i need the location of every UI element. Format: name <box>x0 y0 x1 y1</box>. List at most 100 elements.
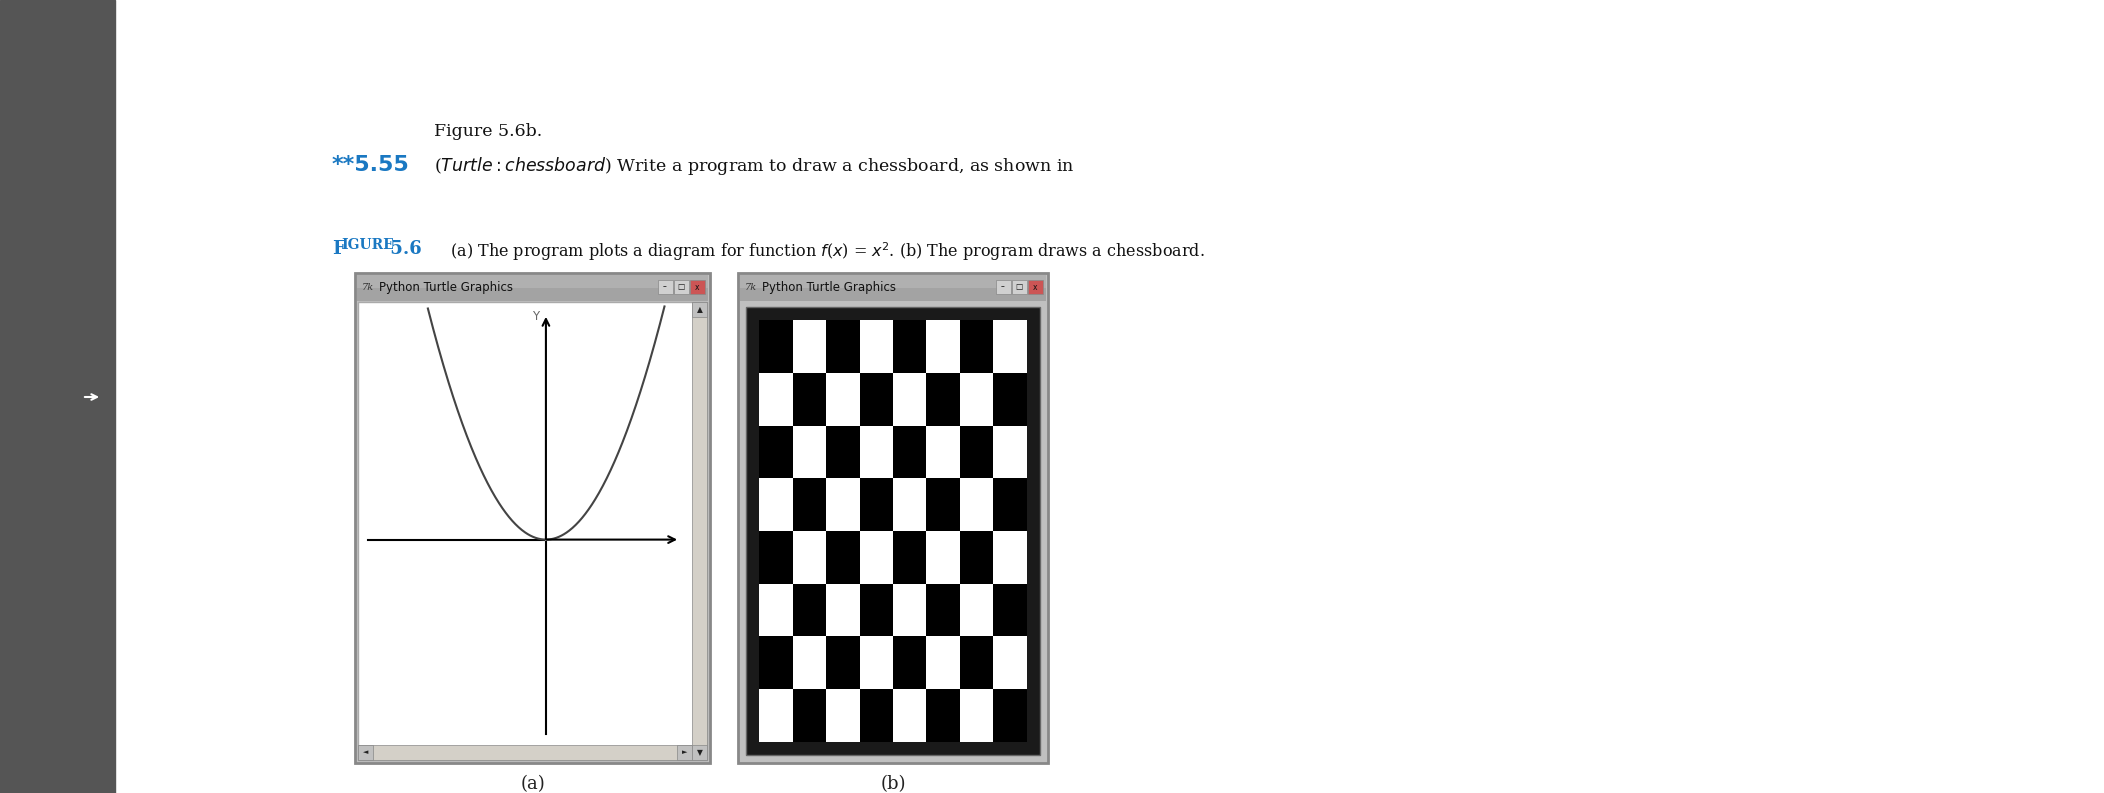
Bar <box>926 426 959 478</box>
Bar <box>827 373 861 426</box>
Bar <box>827 636 861 689</box>
Bar <box>993 320 1027 373</box>
Bar <box>356 273 709 763</box>
Bar <box>760 320 793 373</box>
Bar <box>1012 280 1027 294</box>
Text: □: □ <box>677 282 684 292</box>
Bar <box>861 689 892 741</box>
Bar <box>760 636 793 689</box>
Text: IGURE: IGURE <box>341 238 393 252</box>
Bar <box>995 280 1012 294</box>
Bar <box>959 689 993 741</box>
Bar <box>993 584 1027 636</box>
Bar <box>959 373 993 426</box>
Bar <box>793 689 827 741</box>
Bar <box>892 636 926 689</box>
Bar <box>959 584 993 636</box>
Bar <box>926 320 959 373</box>
Text: x: x <box>1033 282 1037 292</box>
Bar <box>959 531 993 584</box>
Bar <box>741 288 1046 301</box>
Bar <box>892 426 926 478</box>
Text: –: – <box>1002 282 1006 292</box>
Bar <box>358 745 692 760</box>
Bar <box>892 584 926 636</box>
Bar <box>358 275 709 301</box>
Bar <box>993 531 1027 584</box>
Text: ($\it{Turtle: chessboard}$) Write a program to draw a chessboard, as shown in: ($\it{Turtle: chessboard}$) Write a prog… <box>433 155 1075 177</box>
Text: ►: ► <box>682 749 688 756</box>
Bar <box>747 307 1039 755</box>
Bar <box>692 745 707 760</box>
Bar <box>1029 280 1044 294</box>
Bar <box>827 478 861 531</box>
Bar <box>861 373 892 426</box>
Text: Python Turtle Graphics: Python Turtle Graphics <box>379 281 513 293</box>
Bar <box>760 373 793 426</box>
Bar <box>926 373 959 426</box>
Text: Python Turtle Graphics: Python Turtle Graphics <box>762 281 896 293</box>
Bar <box>861 320 892 373</box>
Bar <box>827 320 861 373</box>
Bar <box>926 636 959 689</box>
Bar <box>993 689 1027 741</box>
Bar <box>827 531 861 584</box>
Text: Y: Y <box>532 310 539 323</box>
Bar <box>926 584 959 636</box>
Bar <box>760 531 793 584</box>
Bar <box>358 745 372 760</box>
Bar <box>959 636 993 689</box>
Text: ▼: ▼ <box>696 748 703 757</box>
Bar <box>0 0 116 793</box>
Text: □: □ <box>1016 282 1023 292</box>
Text: (a) The program plots a diagram for function $\it{f}$($\it{x}$) = $\it{x}$$^{2}$: (a) The program plots a diagram for func… <box>429 240 1206 262</box>
Text: (a): (a) <box>520 775 545 793</box>
Bar <box>861 531 892 584</box>
Bar <box>760 689 793 741</box>
Bar <box>793 426 827 478</box>
Bar <box>827 426 861 478</box>
Text: 7k: 7k <box>745 282 757 292</box>
Text: 5.6: 5.6 <box>385 240 421 258</box>
Bar <box>892 320 926 373</box>
Bar <box>993 426 1027 478</box>
Bar <box>959 426 993 478</box>
Bar <box>358 302 707 760</box>
Text: 7k: 7k <box>362 282 375 292</box>
Bar <box>861 426 892 478</box>
Bar <box>659 280 673 294</box>
Bar <box>892 689 926 741</box>
Bar <box>993 636 1027 689</box>
Bar <box>692 302 707 317</box>
Text: x: x <box>694 282 699 292</box>
Text: Figure 5.6b.: Figure 5.6b. <box>433 123 543 140</box>
Text: F: F <box>332 240 345 258</box>
Bar <box>793 478 827 531</box>
Bar <box>793 320 827 373</box>
Bar <box>690 280 705 294</box>
Bar <box>827 584 861 636</box>
Bar <box>793 373 827 426</box>
Bar <box>993 478 1027 531</box>
Text: ▲: ▲ <box>696 305 703 314</box>
Text: ◄: ◄ <box>362 749 368 756</box>
Bar <box>926 689 959 741</box>
Bar <box>861 478 892 531</box>
Bar <box>673 280 688 294</box>
Text: **5.55: **5.55 <box>332 155 410 175</box>
Bar <box>739 273 1048 763</box>
Bar <box>793 531 827 584</box>
Bar <box>760 478 793 531</box>
Bar <box>692 302 707 760</box>
Bar <box>861 584 892 636</box>
Bar <box>358 288 709 301</box>
Bar <box>892 531 926 584</box>
Bar <box>741 275 1046 301</box>
Text: –: – <box>663 282 667 292</box>
Bar <box>926 478 959 531</box>
Bar <box>892 478 926 531</box>
Bar <box>760 426 793 478</box>
Bar <box>959 478 993 531</box>
Bar <box>993 373 1027 426</box>
Bar <box>677 745 692 760</box>
